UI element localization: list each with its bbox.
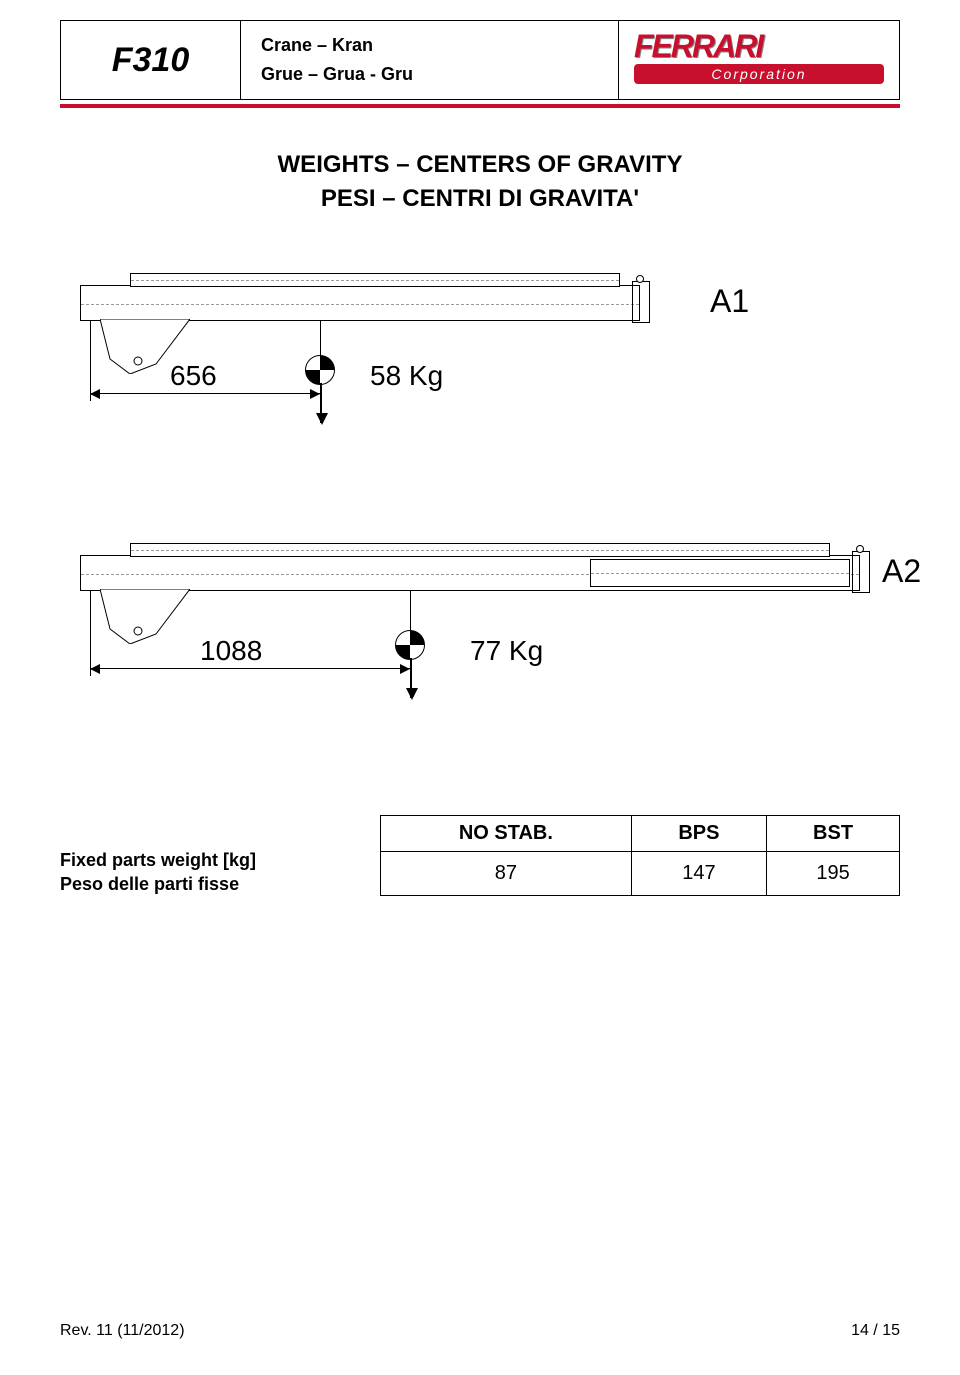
dim-ext-right xyxy=(410,591,411,636)
diagram-label: A2 xyxy=(882,553,921,590)
boom-end xyxy=(632,281,650,323)
dim-line xyxy=(90,393,320,394)
crane-label-2: Grue – Grua - Gru xyxy=(261,64,618,85)
boom-cylinder xyxy=(130,273,620,287)
title-line-1: WEIGHTS – CENTERS OF GRAVITY xyxy=(60,148,900,182)
brand-logo: FERRARI Corporation xyxy=(634,30,884,90)
weight-label: 58 Kg xyxy=(370,360,443,392)
header-bar: F310 Crane – Kran Grue – Grua - Gru FERR… xyxy=(60,20,900,100)
crane-label-1: Crane – Kran xyxy=(261,35,618,56)
dim-ext-right xyxy=(320,321,321,361)
header-titles: Crane – Kran Grue – Grua - Gru xyxy=(241,21,619,99)
cog-pointer xyxy=(410,658,412,698)
brand-logo-cell: FERRARI Corporation xyxy=(619,21,899,99)
boom-end xyxy=(852,551,870,593)
table-data-row: 87 147 195 xyxy=(381,852,900,896)
table-label-line2: Peso delle parti fisse xyxy=(60,873,380,896)
red-divider xyxy=(60,104,900,108)
boom-section-2 xyxy=(590,559,850,587)
cog-distance: 1088 xyxy=(200,635,262,667)
fixed-parts-table: NO STAB. BPS BST 87 147 195 xyxy=(380,815,900,896)
fixed-parts-table-wrap: Fixed parts weight [kg] Peso delle parti… xyxy=(60,815,900,896)
brand-name: FERRARI xyxy=(634,30,884,62)
boom-cylinder xyxy=(130,543,830,557)
table-header-row: NO STAB. BPS BST xyxy=(381,816,900,852)
revision-label: Rev. 11 (11/2012) xyxy=(60,1322,185,1340)
col-bps: BPS xyxy=(631,816,766,852)
weight-label: 77 Kg xyxy=(470,635,543,667)
col-bst: BST xyxy=(767,816,900,852)
dim-line xyxy=(90,668,410,669)
brand-sub: Corporation xyxy=(634,64,884,84)
cog-pointer xyxy=(320,383,322,423)
page-number: 14 / 15 xyxy=(851,1322,900,1340)
col-no-stab: NO STAB. xyxy=(381,816,632,852)
diagram-label: A1 xyxy=(710,283,749,320)
diagram-a2: A2 1088 77 Kg xyxy=(70,535,890,755)
val-bps: 147 xyxy=(631,852,766,896)
val-no-stab: 87 xyxy=(381,852,632,896)
mount-bracket xyxy=(100,589,190,644)
page-footer: Rev. 11 (11/2012) 14 / 15 xyxy=(60,1322,900,1340)
table-label-line1: Fixed parts weight [kg] xyxy=(60,849,380,872)
diagram-a1: A1 656 58 Kg xyxy=(70,265,890,475)
table-row-label: Fixed parts weight [kg] Peso delle parti… xyxy=(60,815,380,896)
val-bst: 195 xyxy=(767,852,900,896)
model-label: F310 xyxy=(61,21,241,99)
page-title: WEIGHTS – CENTERS OF GRAVITY PESI – CENT… xyxy=(60,148,900,215)
boom-main xyxy=(80,285,640,321)
cog-distance: 656 xyxy=(170,360,217,392)
title-line-2: PESI – CENTRI DI GRAVITA' xyxy=(60,182,900,216)
